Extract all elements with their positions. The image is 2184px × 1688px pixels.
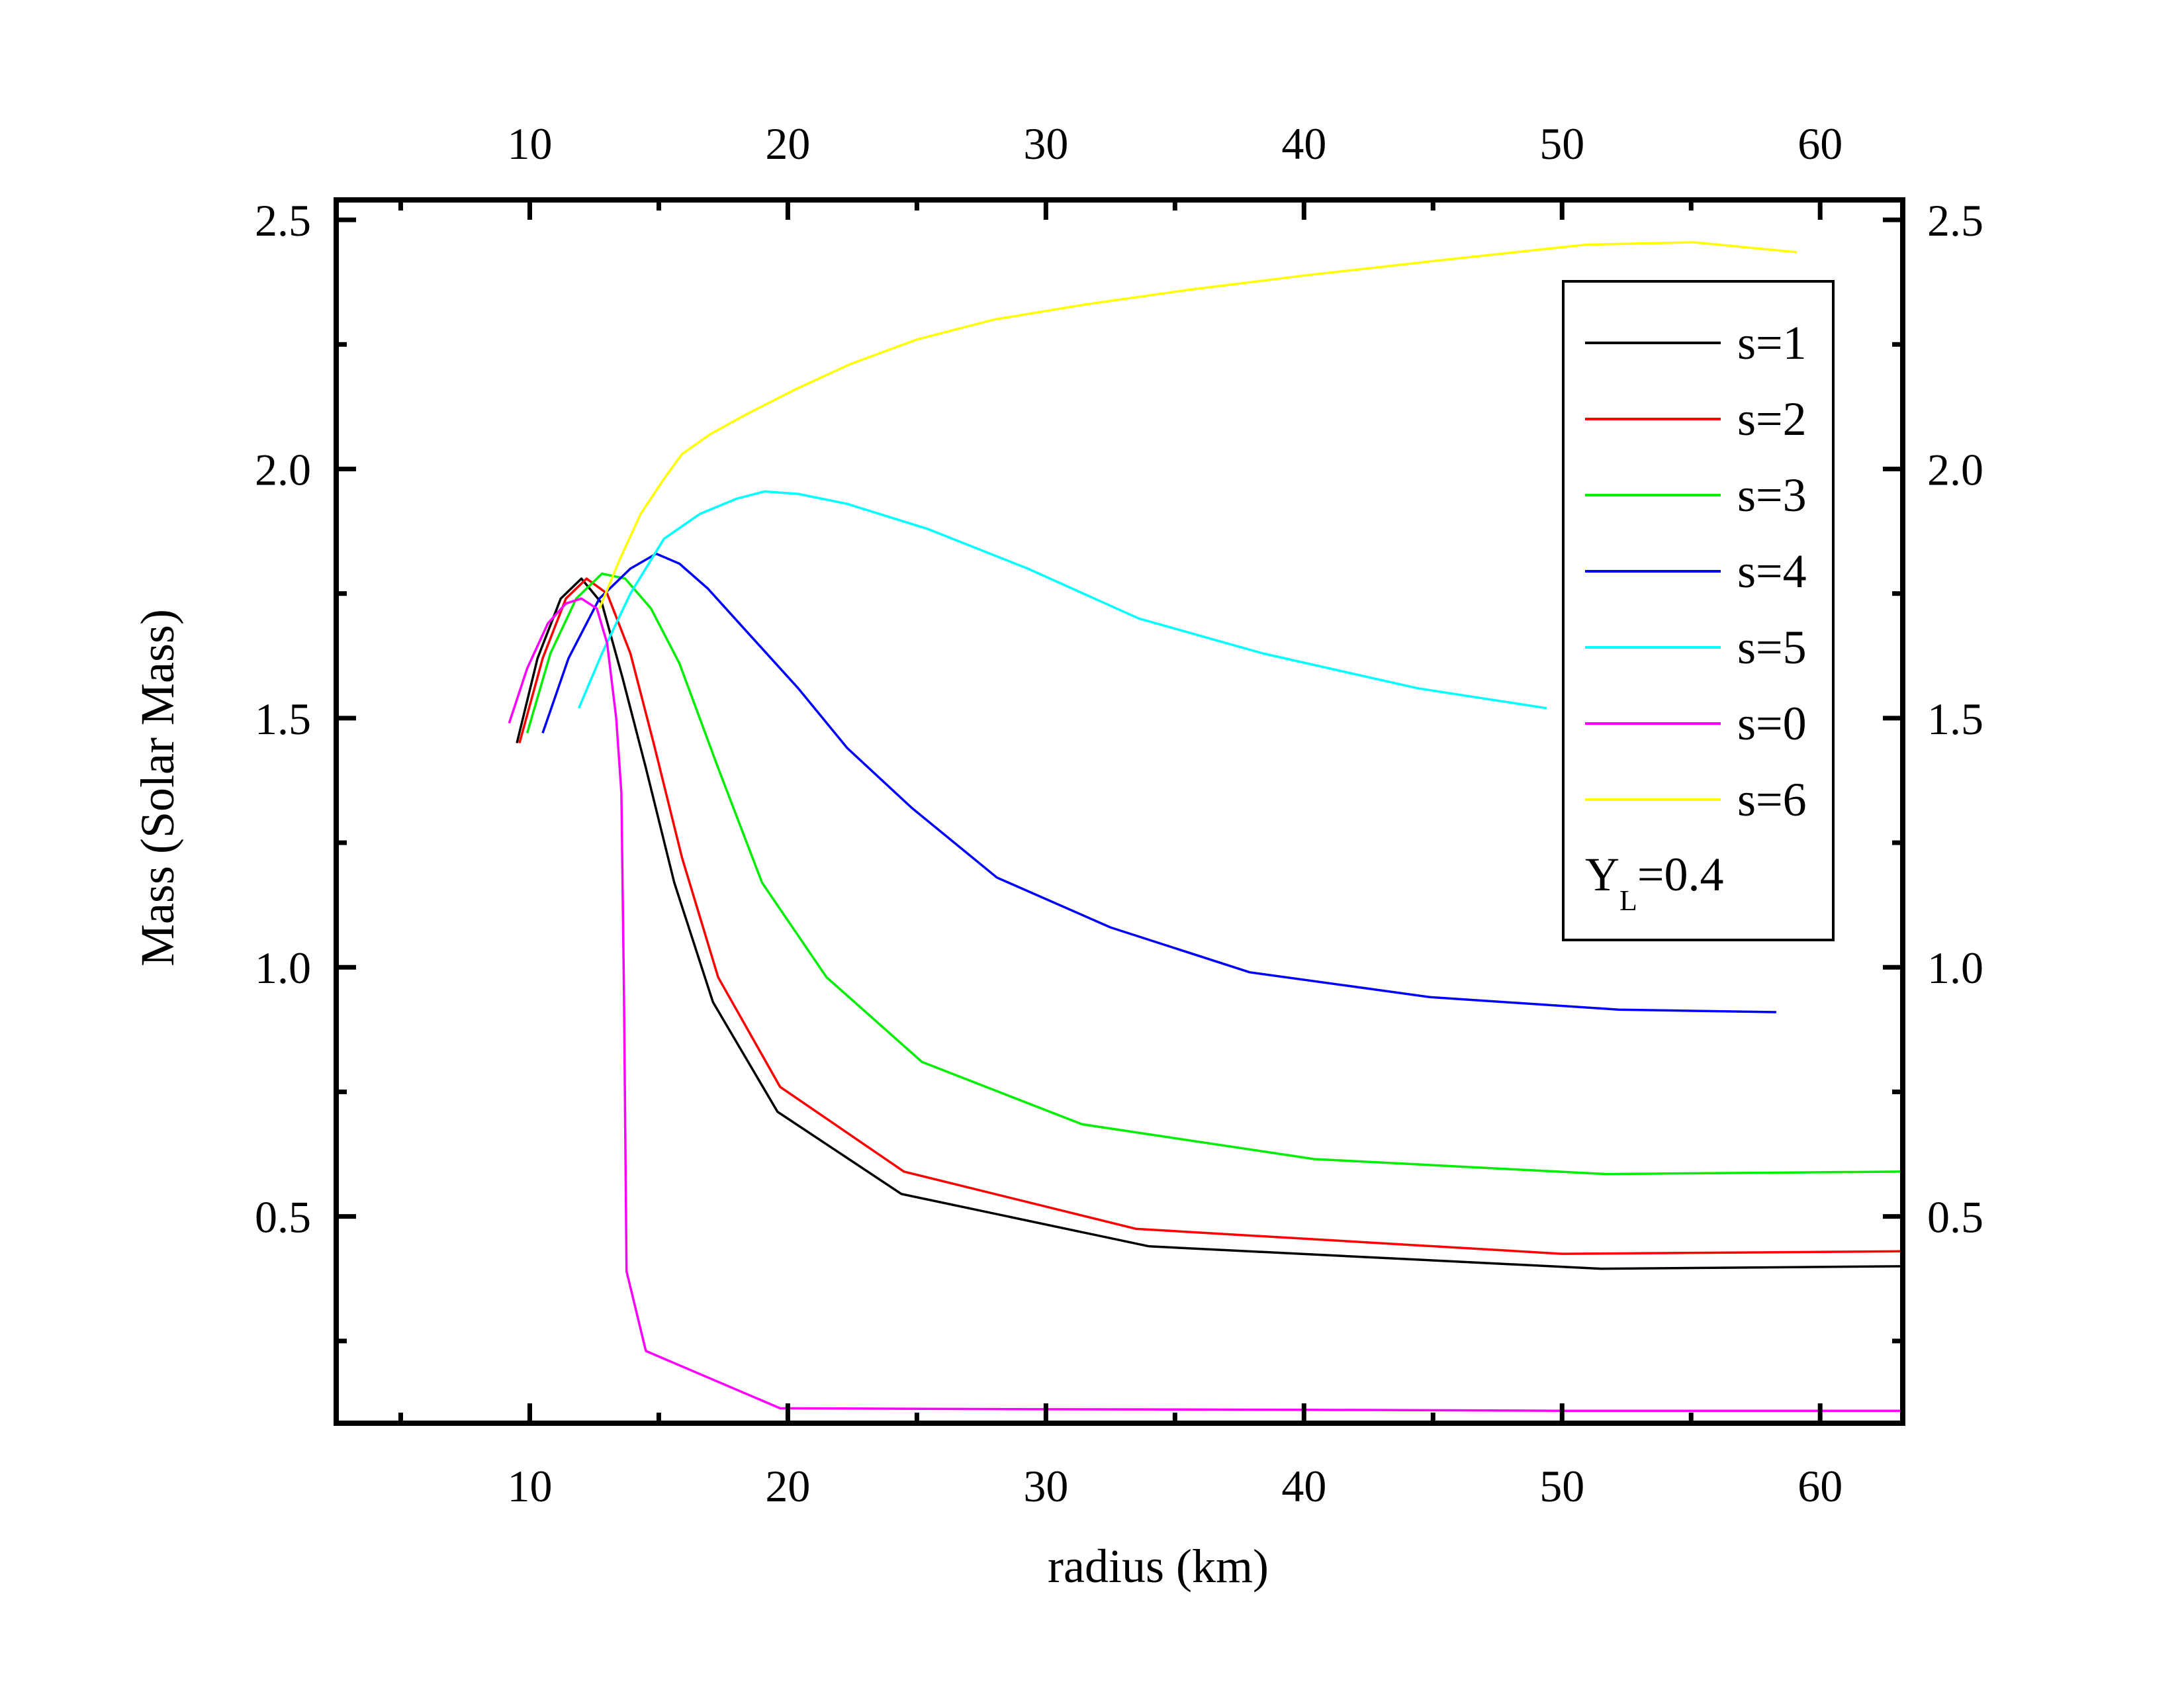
x-tick-label-bottom: 10 bbox=[507, 1461, 552, 1511]
x-tick-label-bottom: 50 bbox=[1539, 1461, 1584, 1511]
ticks-layer bbox=[336, 200, 1903, 1423]
tick-labels-layer: 10 10 20 20 30 30 40 40 50 50 60 60 0.5 0.5 1.0 1.0 1.5 1… bbox=[255, 118, 1983, 1511]
legend-label-s=0: s=0 bbox=[1737, 697, 1807, 750]
y-tick-label-right: 2.5 bbox=[1927, 195, 1983, 246]
y-tick-label-right: 1.0 bbox=[1927, 943, 1983, 993]
legend-label-s=2: s=2 bbox=[1737, 393, 1807, 445]
legend-label-s=5: s=5 bbox=[1737, 621, 1807, 674]
legend-box bbox=[1562, 280, 1835, 941]
x-axis-title: radius (km) bbox=[1048, 1540, 1269, 1593]
series-line-s=0 bbox=[508, 597, 1903, 1412]
x-tick-label-bottom: 60 bbox=[1797, 1461, 1843, 1511]
x-tick-label-top: 10 bbox=[507, 118, 552, 169]
series-line-s=4 bbox=[541, 552, 1776, 1013]
x-tick-label-bottom: 40 bbox=[1281, 1461, 1326, 1511]
annotation-subscript: L bbox=[1619, 884, 1637, 917]
x-tick-label-top: 20 bbox=[765, 118, 810, 169]
legend-label-s=4: s=4 bbox=[1737, 545, 1807, 598]
y-tick-label-left: 1.5 bbox=[255, 694, 311, 744]
x-tick-label-top: 40 bbox=[1281, 118, 1326, 169]
legend-annotation: YL=0.4 bbox=[1585, 848, 1724, 917]
y-tick-label-left: 1.0 bbox=[255, 943, 311, 993]
legend-label-s=6: s=6 bbox=[1737, 773, 1807, 826]
y-tick-label-left: 2.0 bbox=[255, 444, 311, 494]
series-line-s=1 bbox=[516, 577, 1903, 1270]
x-tick-label-top: 60 bbox=[1797, 118, 1843, 169]
series-line-s=5 bbox=[577, 490, 1547, 710]
x-tick-label-top: 50 bbox=[1539, 118, 1584, 169]
y-tick-label-right: 0.5 bbox=[1927, 1192, 1983, 1243]
x-tick-label-top: 30 bbox=[1023, 118, 1068, 169]
y-axis-title: Mass (Solar Mass) bbox=[131, 609, 184, 966]
legend-label-s=3: s=3 bbox=[1737, 469, 1807, 522]
plot-frame bbox=[334, 197, 1905, 1426]
series-layer bbox=[508, 241, 1903, 1412]
series-line-s=3 bbox=[525, 572, 1903, 1176]
x-tick-label-bottom: 20 bbox=[765, 1461, 810, 1511]
y-tick-label-left: 2.5 bbox=[255, 195, 311, 246]
annotation-rest: =0.4 bbox=[1637, 848, 1724, 901]
series-line-s=2 bbox=[518, 577, 1903, 1255]
annotation-main: Y bbox=[1585, 848, 1619, 901]
y-tick-label-right: 1.5 bbox=[1927, 694, 1983, 744]
series-line-s=6 bbox=[598, 241, 1797, 609]
legend: s=1 s=2 s=3 s=4 s=5 s=0 s=6 YL=0.4 bbox=[1562, 280, 1835, 941]
legend-label-s=1: s=1 bbox=[1737, 316, 1807, 369]
legend-entries: s=1 s=2 s=3 s=4 s=5 s=0 s=6 bbox=[1585, 316, 1807, 826]
y-tick-label-right: 2.0 bbox=[1927, 444, 1983, 494]
x-tick-label-bottom: 30 bbox=[1023, 1461, 1068, 1511]
y-tick-label-left: 0.5 bbox=[255, 1192, 311, 1243]
